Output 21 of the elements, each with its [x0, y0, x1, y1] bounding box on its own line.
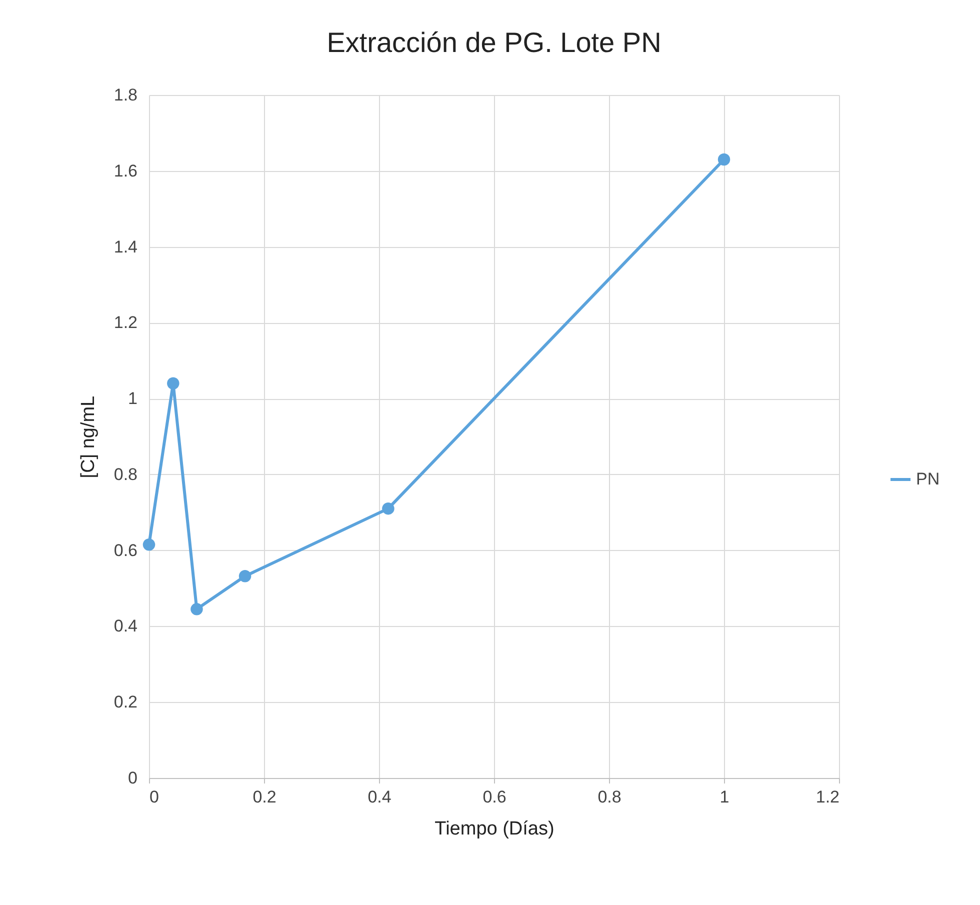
chart-title: Extracción de PG. Lote PN — [326, 27, 662, 58]
x-tick-label: 0.2 — [252, 788, 276, 806]
y-tick-label: 0 — [128, 768, 138, 788]
x-tick-label: 1.2 — [816, 788, 840, 806]
legend-label: PN — [916, 470, 940, 488]
y-tick-label: 1.8 — [114, 86, 138, 104]
y-axis-title: [C] ng/mL — [78, 396, 99, 478]
y-tick-label: 1.6 — [114, 161, 138, 180]
x-axis-title: Tiempo (Días) — [434, 818, 554, 840]
y-tick-label: 1 — [128, 389, 138, 408]
y-tick-label: 0.8 — [114, 464, 138, 484]
y-tick-label: 0.2 — [114, 692, 138, 712]
y-tick-label: 0.6 — [114, 540, 138, 560]
y-tick-label: 1.2 — [114, 313, 138, 332]
x-tick-label: 0 — [150, 788, 159, 806]
x-tick-label: 0.8 — [598, 788, 622, 806]
x-tick-label: 0.4 — [368, 788, 392, 806]
x-tick-label: 0.6 — [482, 788, 506, 806]
x-tick-label: 1 — [720, 788, 730, 806]
y-tick-label: 0.4 — [114, 616, 138, 636]
y-tick-label: 1.4 — [114, 237, 138, 256]
